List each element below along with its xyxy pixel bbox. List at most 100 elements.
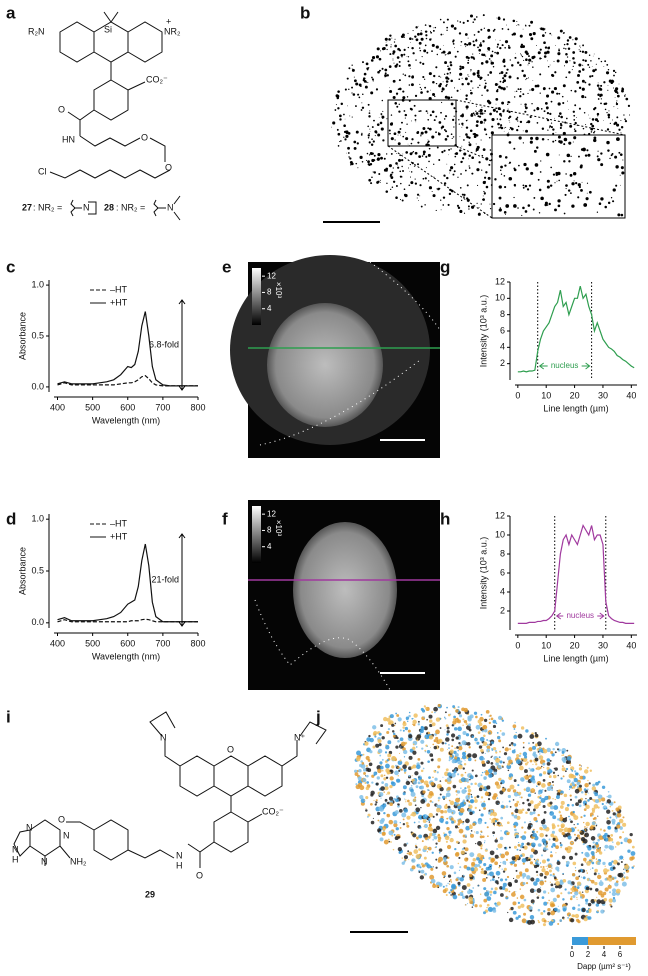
speckle	[526, 875, 530, 879]
speckle	[509, 847, 511, 849]
speckle	[608, 85, 609, 86]
colorbar-label: ×10³	[274, 520, 283, 537]
speckle	[373, 800, 374, 801]
speckle	[390, 714, 394, 718]
speckle	[469, 779, 471, 781]
speckle	[476, 16, 478, 18]
speckle	[427, 760, 430, 763]
speckle	[458, 742, 460, 744]
speckle	[604, 60, 606, 62]
speckle	[457, 727, 462, 732]
speckle	[411, 831, 413, 833]
speckle	[360, 85, 362, 87]
speckle	[569, 125, 572, 128]
speckle	[549, 839, 551, 841]
speckle	[428, 826, 433, 831]
speckle	[516, 91, 517, 92]
speckle	[443, 81, 444, 82]
speckle	[460, 877, 464, 881]
speckle	[446, 827, 449, 830]
speckle	[478, 860, 482, 864]
speckle	[540, 27, 543, 30]
speckle	[432, 722, 436, 726]
speckle	[466, 105, 469, 108]
speckle	[586, 197, 589, 200]
speckle	[446, 30, 447, 31]
speckle	[353, 93, 356, 96]
speckle	[462, 896, 465, 899]
speckle	[552, 798, 553, 799]
speckle	[412, 52, 414, 54]
speckle	[433, 27, 434, 28]
speckle	[450, 755, 453, 758]
speckle	[478, 820, 482, 824]
speckle	[575, 789, 580, 794]
speckle	[337, 90, 340, 93]
speckle	[404, 769, 407, 772]
speckle	[435, 859, 437, 861]
speckle	[466, 44, 468, 46]
speckle	[407, 96, 408, 97]
speckle	[522, 846, 524, 848]
speckle	[554, 208, 557, 211]
speckle	[393, 63, 394, 64]
speckle	[481, 54, 483, 56]
speckle	[418, 721, 420, 723]
speckle	[393, 96, 396, 99]
speckle	[422, 76, 424, 78]
speckle	[450, 838, 454, 842]
speckle	[598, 98, 600, 100]
speckle	[554, 883, 556, 885]
speckle	[482, 835, 485, 838]
speckle	[558, 906, 559, 907]
speckle	[358, 769, 361, 772]
speckle	[539, 212, 540, 213]
speckle	[400, 759, 402, 761]
speckle	[509, 744, 511, 746]
speckle	[509, 909, 511, 911]
x-tick-label: 800	[190, 638, 205, 648]
speckle	[542, 138, 545, 141]
speckle	[468, 804, 470, 806]
speckle	[539, 755, 544, 760]
speckle	[501, 127, 504, 130]
y-tick-label: 8	[500, 548, 505, 558]
speckle	[578, 891, 581, 894]
speckle	[364, 80, 367, 83]
speckle	[568, 773, 573, 778]
speckle	[454, 27, 457, 30]
speckle	[367, 126, 369, 128]
speckle	[529, 33, 532, 36]
speckle	[617, 813, 622, 818]
speckle	[609, 891, 611, 893]
speckle	[577, 829, 579, 831]
x-tick-label: 800	[190, 402, 205, 412]
speckle	[432, 81, 435, 84]
speckle	[372, 78, 374, 80]
speckle	[481, 139, 482, 140]
speckle	[355, 783, 357, 785]
speckle	[404, 110, 406, 112]
speckle	[441, 209, 442, 210]
speckle	[498, 716, 502, 720]
compound-number: 28	[104, 202, 114, 212]
speckle	[371, 152, 374, 155]
speckle	[552, 781, 554, 783]
speckle	[453, 716, 456, 719]
speckle	[547, 186, 550, 189]
speckle	[476, 168, 479, 171]
speckle	[424, 204, 425, 205]
speckle	[455, 768, 457, 770]
speckle	[474, 18, 476, 20]
speckle	[392, 52, 394, 54]
speckle	[448, 744, 450, 746]
speckle	[542, 763, 545, 766]
speckle	[386, 814, 390, 818]
speckle	[437, 147, 439, 149]
speckle	[488, 101, 491, 104]
speckle	[629, 114, 630, 115]
speckle	[560, 805, 564, 809]
speckle	[496, 104, 497, 105]
speckle	[439, 121, 442, 124]
speckle	[484, 822, 486, 824]
